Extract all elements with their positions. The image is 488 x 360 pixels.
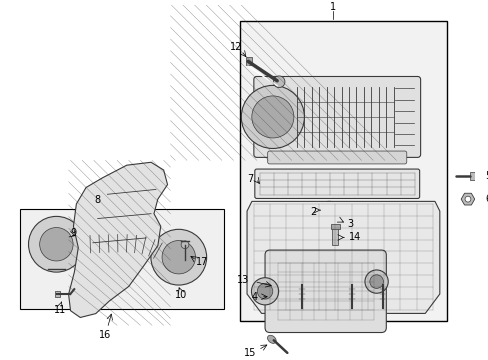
Circle shape bbox=[251, 96, 293, 138]
Circle shape bbox=[181, 241, 188, 249]
Text: 2: 2 bbox=[310, 207, 316, 217]
Circle shape bbox=[40, 228, 73, 261]
Bar bbox=[298, 282, 305, 287]
Polygon shape bbox=[460, 193, 474, 205]
Circle shape bbox=[464, 196, 470, 202]
Text: 1: 1 bbox=[329, 2, 335, 12]
Bar bbox=[347, 282, 355, 287]
Text: 7: 7 bbox=[246, 174, 253, 184]
Polygon shape bbox=[84, 234, 172, 264]
Bar bbox=[469, 172, 475, 180]
FancyBboxPatch shape bbox=[253, 76, 420, 157]
Circle shape bbox=[329, 215, 343, 229]
Polygon shape bbox=[246, 201, 439, 314]
Circle shape bbox=[320, 201, 337, 219]
Text: 12: 12 bbox=[230, 42, 242, 52]
Circle shape bbox=[241, 85, 304, 148]
Ellipse shape bbox=[267, 335, 276, 343]
Text: 13: 13 bbox=[236, 275, 248, 285]
Circle shape bbox=[251, 278, 278, 305]
Text: 3: 3 bbox=[347, 219, 353, 229]
Circle shape bbox=[273, 76, 285, 87]
Circle shape bbox=[364, 270, 387, 293]
Polygon shape bbox=[68, 162, 167, 318]
Text: 17: 17 bbox=[196, 257, 208, 267]
Circle shape bbox=[257, 284, 272, 299]
Text: 16: 16 bbox=[99, 330, 111, 340]
Bar bbox=[55, 291, 60, 297]
Bar bbox=[20, 210, 223, 309]
Bar bbox=[330, 224, 340, 229]
Text: 14: 14 bbox=[348, 233, 360, 242]
Circle shape bbox=[151, 229, 206, 285]
Text: 8: 8 bbox=[94, 195, 100, 205]
Text: 10: 10 bbox=[174, 290, 186, 300]
FancyBboxPatch shape bbox=[254, 169, 419, 198]
Circle shape bbox=[28, 216, 84, 272]
Text: 5: 5 bbox=[485, 171, 488, 181]
Circle shape bbox=[369, 275, 383, 288]
Circle shape bbox=[324, 205, 333, 215]
Bar bbox=[332, 228, 338, 245]
Text: 4: 4 bbox=[251, 292, 257, 302]
Text: 9: 9 bbox=[71, 228, 77, 238]
Circle shape bbox=[162, 240, 195, 274]
FancyBboxPatch shape bbox=[267, 151, 406, 164]
Text: 15: 15 bbox=[244, 348, 256, 358]
Circle shape bbox=[333, 219, 340, 225]
Bar bbox=[245, 58, 251, 65]
Bar bbox=[268, 281, 420, 312]
Bar bbox=[378, 282, 386, 287]
Text: 11: 11 bbox=[54, 305, 66, 315]
Bar bbox=[240, 21, 446, 321]
FancyBboxPatch shape bbox=[264, 250, 386, 333]
Text: 6: 6 bbox=[485, 194, 488, 204]
